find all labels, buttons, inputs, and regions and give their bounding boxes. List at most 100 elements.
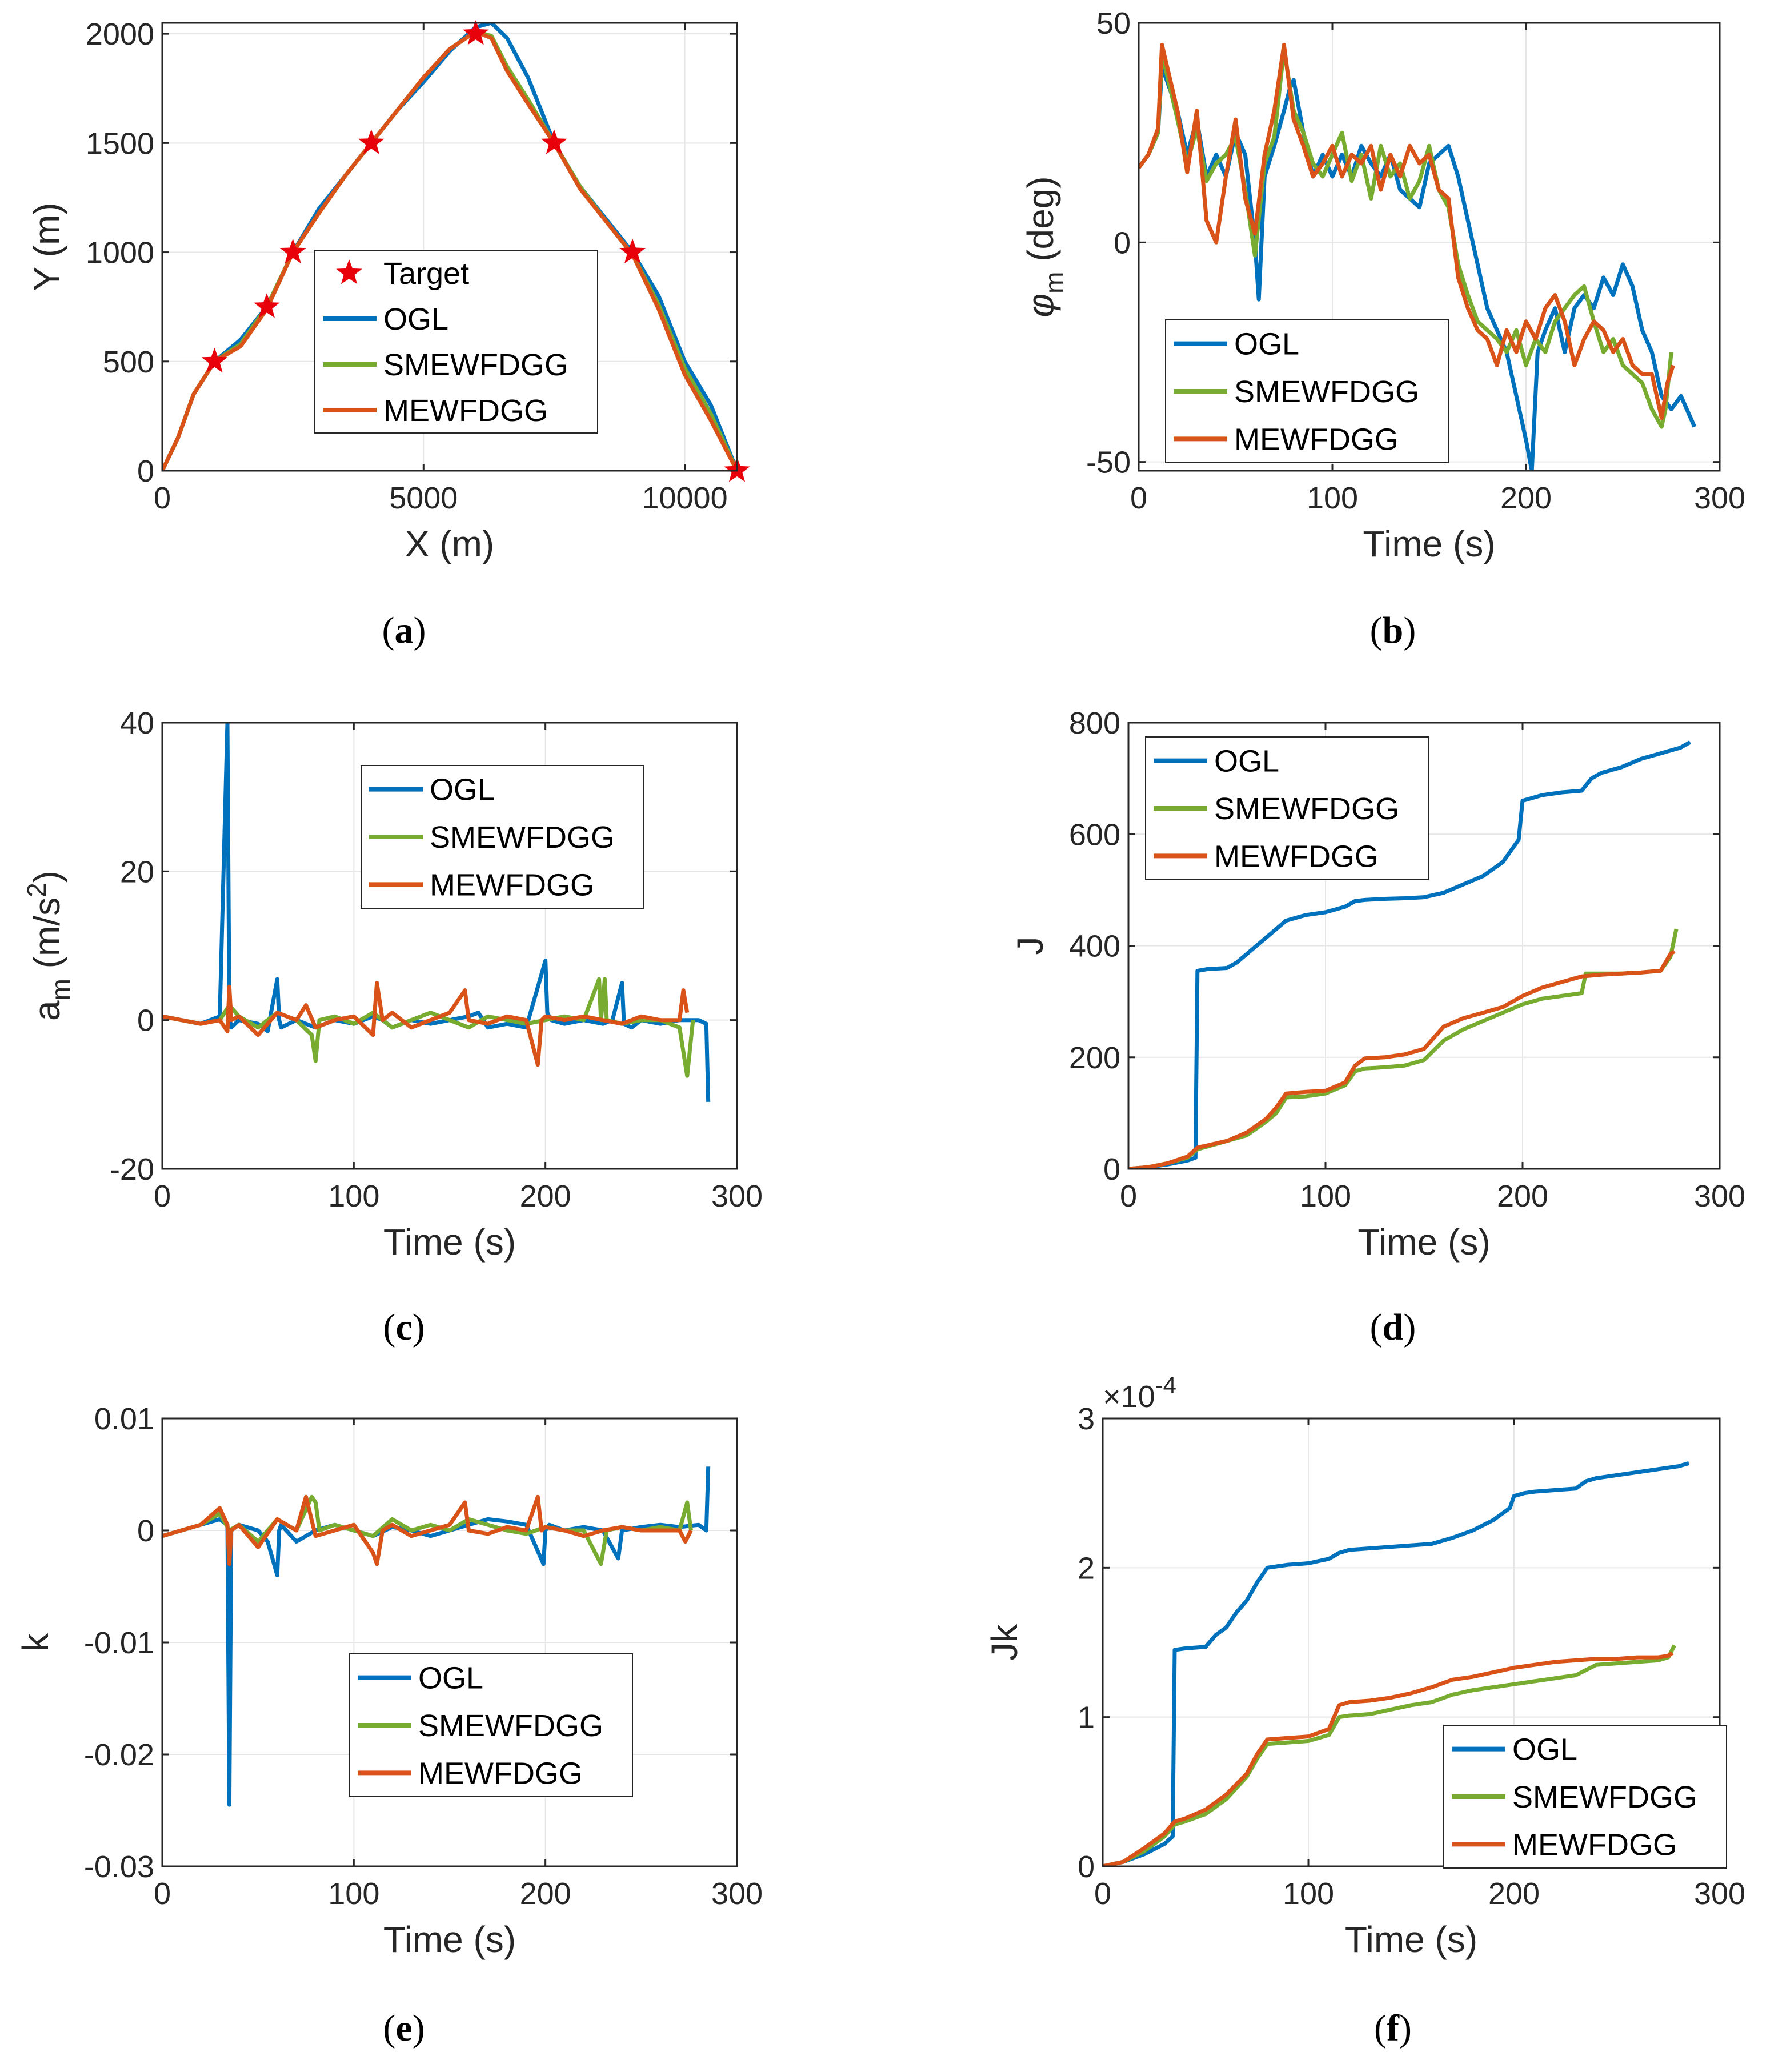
y-tick-label: -0.03 xyxy=(84,1850,154,1884)
series-line-mewfdgg xyxy=(162,981,690,1067)
legend-e: OGL SMEWFDGG MEWFDGG xyxy=(349,1653,633,1797)
y-tick-label: 0 xyxy=(137,1004,154,1038)
series-layer xyxy=(162,723,711,1102)
y-label-subscript: m xyxy=(46,979,75,1000)
x-tick-label: 200 xyxy=(520,1877,571,1911)
legend-label: MEWFDGG xyxy=(418,1756,583,1790)
y-tick-label: 1500 xyxy=(86,126,154,161)
y-label-unit: (m/s xyxy=(26,897,67,979)
y-tick-label: 3 xyxy=(1078,1402,1095,1436)
x-tick-label: 0 xyxy=(154,1179,171,1213)
target-star-marker xyxy=(619,238,646,263)
legend-label: SMEWFDGG xyxy=(418,1709,603,1743)
legend-label: MEWFDGG xyxy=(1214,839,1379,873)
x-tick-label: 100 xyxy=(1307,481,1358,515)
x-tick-label: 0 xyxy=(1130,481,1147,515)
y-axis-label: J xyxy=(1010,937,1051,955)
x-tick-label: 200 xyxy=(1500,481,1552,515)
x-tick-label: 5000 xyxy=(389,481,458,515)
x-tick-label: 200 xyxy=(1497,1179,1548,1213)
legend-label: SMEWFDGG xyxy=(430,820,615,855)
x-axis-label: Time (s) xyxy=(1345,1919,1477,1960)
y-label-close: ) xyxy=(26,871,67,883)
legend-d: OGL SMEWFDGG MEWFDGG xyxy=(1145,736,1429,880)
x-axis-label: X (m) xyxy=(405,523,494,564)
y-tick-label: 0 xyxy=(1103,1152,1120,1187)
series-layer xyxy=(162,1466,711,1807)
subplot-caption: (c) xyxy=(383,1306,425,1348)
y-label-main: a xyxy=(26,1000,67,1021)
x-tick-label: 100 xyxy=(328,1179,379,1213)
legend-label: OGL xyxy=(430,773,495,807)
y-tick-label: 800 xyxy=(1069,706,1120,740)
legend-label: SMEWFDGG xyxy=(1512,1780,1697,1814)
x-axis-label: Time (s) xyxy=(1357,1221,1490,1263)
legend-label: SMEWFDGG xyxy=(1214,792,1399,826)
legend-c: OGL SMEWFDGG MEWFDGG xyxy=(361,765,644,909)
subplot-caption: (e) xyxy=(383,2007,425,2049)
x-tick-label: 200 xyxy=(520,1179,571,1213)
series-layer xyxy=(1139,42,1697,471)
y-tick-label: -0.02 xyxy=(84,1738,154,1772)
y-label-subscript: m xyxy=(1039,272,1069,294)
x-tick-label: 0 xyxy=(154,1877,171,1911)
y-axis-label: Jk xyxy=(984,1624,1025,1661)
y-axis-label: am (m/s2) xyxy=(22,871,75,1021)
y-tick-label: 400 xyxy=(1069,929,1120,964)
axes-box xyxy=(161,22,738,472)
y-tick-label: 0 xyxy=(1078,1850,1095,1884)
subplot-f: 0 100 200 300 0 1 2 3 Time (s) Jk ×10-4 OGL SMEWFDGG… xyxy=(984,1372,1745,2049)
legend-label: OGL xyxy=(1214,744,1279,779)
y-tick-label: 1 xyxy=(1078,1701,1095,1735)
x-tick-label: 10000 xyxy=(642,481,727,515)
series-line-mewfdgg xyxy=(1139,42,1675,420)
y-tick-label: 40 xyxy=(120,706,154,740)
y-tick-label: -50 xyxy=(1086,446,1131,480)
y-tick-label: 20 xyxy=(120,855,154,889)
legend-label: Target xyxy=(383,257,469,291)
target-star-marker xyxy=(462,20,489,45)
y-tick-label: -0.01 xyxy=(84,1626,154,1660)
series-layer xyxy=(1128,740,1692,1169)
subplot-d: 0 100 200 300 0 200 400 600 800 Time (s) J OGL SMEWF… xyxy=(1010,706,1745,1348)
legend-label: SMEWFDGG xyxy=(1234,375,1419,409)
y-label-superscript: 2 xyxy=(22,883,51,897)
legend-label: OGL xyxy=(418,1661,483,1696)
x-tick-label: 300 xyxy=(711,1179,763,1213)
x-tick-label: 100 xyxy=(328,1877,379,1911)
subplot-caption: (d) xyxy=(1370,1306,1416,1348)
legend-f: OGL SMEWFDGG MEWFDGG xyxy=(1443,1725,1727,1869)
y-tick-label: 0 xyxy=(137,454,154,488)
x-tick-label: 100 xyxy=(1283,1877,1334,1911)
subplot-caption: (a) xyxy=(382,610,426,651)
legend-label: OGL xyxy=(1234,327,1299,362)
legend-label: SMEWFDGG xyxy=(383,348,568,382)
legend-swatch-target xyxy=(336,259,362,284)
series-layer xyxy=(1103,1461,1689,1866)
series-line-smewfdgg xyxy=(1103,1644,1676,1866)
y-tick-label: 0.01 xyxy=(94,1402,154,1436)
y-axis-label: k xyxy=(15,1633,56,1652)
y-tick-label: 0 xyxy=(137,1514,154,1548)
x-tick-label: 0 xyxy=(154,481,171,515)
subplot-a: 0 5000 10000 0 500 1000 1500 2000 X (m) Y (m) Targ… xyxy=(26,17,750,651)
subplot-e: 0 100 200 300 -0.03 -0.02 -0.01 0 0.01 Time (s) k O… xyxy=(15,1402,763,2049)
target-star-marker xyxy=(279,238,306,263)
series-line-ogl xyxy=(1103,1461,1689,1866)
x-axis-label: Time (s) xyxy=(383,1919,516,1960)
series-line-mewfdgg xyxy=(1103,1651,1674,1866)
x-tick-label: 300 xyxy=(1694,481,1745,515)
series-line-mewfdgg xyxy=(162,1494,693,1566)
x-tick-label: 300 xyxy=(1694,1877,1745,1911)
legend-box xyxy=(314,250,598,434)
legend-label: MEWFDGG xyxy=(430,868,594,902)
y-tick-label: 2000 xyxy=(86,17,154,51)
series-line-ogl xyxy=(1128,740,1692,1169)
y-label-main: φ xyxy=(1020,294,1061,318)
y-tick-label: 1000 xyxy=(86,236,154,270)
target-star-marker xyxy=(541,129,567,154)
legend-label: OGL xyxy=(383,302,448,336)
y-axis-label: Y (m) xyxy=(26,202,67,291)
